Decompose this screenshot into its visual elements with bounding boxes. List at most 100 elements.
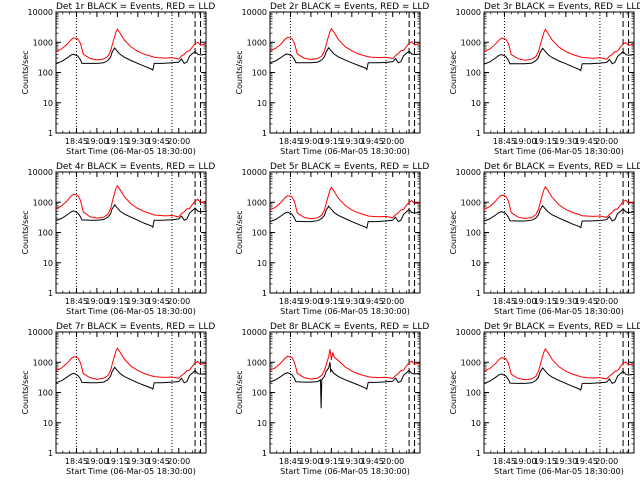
x-tick-label: 19:45: [147, 457, 170, 466]
y-tick-label: 100: [466, 229, 481, 238]
x-axis-label: Start Time (06-Mar-05 18:30:00): [66, 467, 196, 476]
y-tick-label: 10000: [28, 328, 53, 337]
x-tick-label: 19:30: [340, 137, 363, 146]
y-axis-label: Counts/sec: [449, 370, 458, 414]
x-tick-label: 18:45: [65, 137, 88, 146]
x-tick-label: 19:45: [361, 297, 384, 306]
x-tick-label: 20:00: [167, 457, 190, 466]
y-tick-label: 1: [476, 289, 481, 298]
y-axis-label: Counts/sec: [449, 210, 458, 254]
x-tick-label: 19:15: [106, 137, 129, 146]
y-axis-label: Counts/sec: [235, 210, 244, 254]
panel-title: Det 8r BLACK = Events, RED = LLD: [270, 322, 429, 332]
x-tick-label: 20:00: [167, 297, 190, 306]
y-tick-label: 10000: [456, 168, 481, 177]
y-tick-label: 100: [38, 389, 53, 398]
x-tick-label: 18:45: [279, 457, 302, 466]
y-tick-label: 1: [262, 449, 267, 458]
detector-panel: Det 7r BLACK = Events, RED = LLD 1 10 100 10…: [21, 322, 215, 476]
x-axis-label: Start Time (06-Mar-05 18:30:00): [494, 147, 624, 156]
y-tick-label: 10: [43, 259, 53, 268]
detector-panel: Det 8r BLACK = Events, RED = LLD 1 10 100 10…: [235, 322, 429, 476]
panel-title: Det 7r BLACK = Events, RED = LLD: [56, 322, 215, 332]
panel-title: Det 1r BLACK = Events, RED = LLD: [56, 2, 215, 12]
x-tick-label: 18:45: [493, 457, 516, 466]
panel-title: Det 5r BLACK = Events, RED = LLD: [270, 162, 429, 172]
lld-series-line: [55, 184, 207, 219]
detector-panel: Det 3r BLACK = Events, RED = LLD 1 10 100 10…: [449, 2, 640, 156]
y-tick-label: 10: [43, 99, 53, 108]
x-tick-label: 20:00: [595, 137, 618, 146]
x-tick-label: 19:30: [554, 137, 577, 146]
y-tick-label: 10: [257, 99, 267, 108]
x-tick-label: 19:00: [85, 137, 108, 146]
x-axis-label: Start Time (06-Mar-05 18:30:00): [66, 147, 196, 156]
detector-panel: Det 4r BLACK = Events, RED = LLD 1 10 100 10…: [21, 162, 215, 316]
x-tick-label: 19:15: [320, 457, 343, 466]
x-tick-label: 19:15: [320, 297, 343, 306]
y-tick-label: 100: [38, 69, 53, 78]
y-tick-label: 1000: [33, 358, 53, 367]
x-tick-label: 19:45: [147, 297, 170, 306]
y-tick-label: 1: [48, 289, 53, 298]
x-tick-label: 19:15: [534, 297, 557, 306]
x-tick-label: 18:45: [493, 297, 516, 306]
y-axis-label: Counts/sec: [235, 370, 244, 414]
x-tick-label: 18:45: [65, 457, 88, 466]
x-tick-label: 18:45: [279, 137, 302, 146]
y-tick-label: 1: [48, 129, 53, 138]
x-tick-label: 19:00: [299, 457, 322, 466]
events-series-line: [483, 47, 635, 72]
x-tick-label: 19:45: [361, 137, 384, 146]
events-series-line: [483, 367, 635, 391]
detector-panel: Det 6r BLACK = Events, RED = LLD 1 10 100 10…: [449, 162, 640, 316]
x-axis-label: Start Time (06-Mar-05 18:30:00): [280, 147, 410, 156]
y-tick-label: 10000: [242, 328, 267, 337]
plot-frame: [55, 171, 207, 294]
x-axis-label: Start Time (06-Mar-05 18:30:00): [280, 467, 410, 476]
y-tick-label: 10: [471, 99, 481, 108]
lld-series-line: [55, 347, 207, 380]
events-series-line: [55, 47, 207, 71]
x-tick-label: 19:45: [147, 137, 170, 146]
y-tick-label: 1000: [33, 38, 53, 47]
lld-series-line: [483, 185, 635, 220]
events-series-line: [269, 205, 421, 229]
y-tick-label: 100: [252, 69, 267, 78]
x-tick-label: 18:45: [493, 137, 516, 146]
y-tick-label: 100: [466, 389, 481, 398]
y-tick-label: 1000: [33, 198, 53, 207]
y-tick-label: 10: [257, 259, 267, 268]
y-tick-label: 1: [262, 129, 267, 138]
x-tick-label: 19:15: [106, 297, 129, 306]
y-tick-label: 1000: [461, 38, 481, 47]
lld-series-line: [55, 28, 207, 61]
plot-frame: [483, 11, 635, 134]
y-axis-label: Counts/sec: [21, 50, 30, 94]
plot-frame: [483, 331, 635, 454]
plot-frame: [269, 171, 421, 294]
x-axis-label: Start Time (06-Mar-05 18:30:00): [494, 467, 624, 476]
y-tick-label: 10: [43, 419, 53, 428]
y-axis-label: Counts/sec: [21, 370, 30, 414]
y-tick-label: 1000: [247, 38, 267, 47]
x-tick-label: 19:45: [575, 137, 598, 146]
x-tick-label: 19:00: [85, 457, 108, 466]
lld-series-line: [483, 348, 635, 381]
panel-title: Det 3r BLACK = Events, RED = LLD: [484, 2, 640, 12]
lld-series-line: [269, 27, 421, 61]
x-tick-label: 19:30: [554, 457, 577, 466]
x-tick-label: 19:00: [299, 137, 322, 146]
x-axis-label: Start Time (06-Mar-05 18:30:00): [280, 307, 410, 316]
detector-panel: Det 2r BLACK = Events, RED = LLD 1 10 100 10…: [235, 2, 429, 156]
lld-series-line: [269, 186, 421, 220]
y-tick-label: 10000: [456, 328, 481, 337]
x-tick-label: 19:30: [340, 457, 363, 466]
y-axis-label: Counts/sec: [21, 210, 30, 254]
plot-frame: [483, 171, 635, 294]
events-series-line: [269, 362, 421, 409]
y-tick-label: 1000: [461, 198, 481, 207]
x-tick-label: 20:00: [381, 457, 404, 466]
y-tick-label: 10000: [28, 168, 53, 177]
